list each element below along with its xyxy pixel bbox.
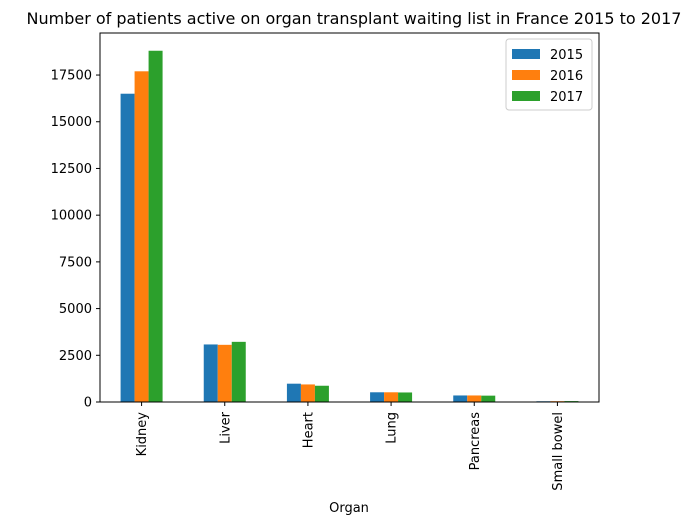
- x-tick-label: Heart: [301, 412, 316, 448]
- y-tick-label: 10000: [51, 209, 92, 224]
- x-axis-label: Organ: [329, 501, 369, 516]
- bar-2016-lung: [384, 392, 399, 402]
- plot-frame: [99, 32, 600, 403]
- bar-2017-pancreas: [481, 395, 496, 402]
- legend-label-2016: 2016: [550, 69, 583, 84]
- y-tick-label: 12500: [51, 162, 92, 177]
- chart-title: Number of patients active on organ trans…: [27, 9, 682, 28]
- bar-2015-pancreas: [453, 395, 468, 402]
- axes-layer: 0 2500 5000 7500 10000 12500 15000 17500 Kidney L…: [51, 32, 600, 491]
- bars-layer: [120, 50, 579, 403]
- bar-2016-liver: [217, 344, 232, 402]
- y-tick-label: 0: [84, 396, 92, 411]
- bar-2017-liver: [231, 341, 246, 402]
- bar-2017-lung: [398, 392, 413, 402]
- bar-2017-heart: [314, 385, 329, 402]
- x-tick-label: Lung: [385, 412, 400, 444]
- legend: 2015 2016 2017: [505, 38, 593, 111]
- bar-2016-heart: [300, 384, 315, 402]
- bar-2016-pancreas: [467, 395, 482, 402]
- x-tick-label: Pancreas: [468, 412, 483, 471]
- y-tick-label: 7500: [59, 255, 92, 270]
- bar-2015-liver: [203, 344, 218, 402]
- bar-2016-kidney: [134, 71, 149, 402]
- y-tick-label: 5000: [59, 302, 92, 317]
- legend-swatch-2016: [512, 70, 540, 80]
- bar-2015-heart: [286, 383, 301, 402]
- x-tick-label: Small bowel: [551, 412, 566, 491]
- legend-label-2015: 2015: [550, 48, 583, 63]
- bar-2017-kidney: [148, 50, 163, 403]
- bar-2015-lung: [370, 392, 385, 402]
- legend-swatch-2015: [512, 49, 540, 59]
- x-tick-label: Liver: [218, 411, 233, 444]
- y-tick-label: 17500: [51, 69, 92, 84]
- y-tick-label: 2500: [59, 349, 92, 364]
- legend-swatch-2017: [512, 91, 540, 101]
- y-tick-label: 15000: [51, 115, 92, 130]
- bar-2015-kidney: [120, 93, 135, 402]
- x-tick-label: Kidney: [135, 412, 150, 457]
- legend-label-2017: 2017: [550, 90, 583, 105]
